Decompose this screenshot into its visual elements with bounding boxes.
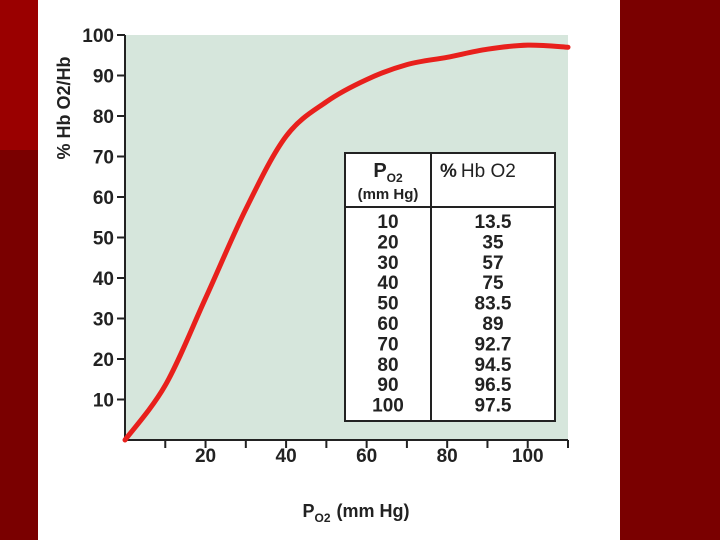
y-tick-label: 90 [93,67,114,88]
table-cell-pct: 97.5 [475,396,512,417]
background-right [620,0,720,540]
table-cell-po2: 90 [377,375,398,396]
y-tick-label: 10 [93,391,114,412]
data-table: PO2 (mm Hg) % Hb O2 10 13.5 20 35 30 57 40 75 50 8… [344,152,556,422]
table-cell-pct: 13.5 [475,212,512,233]
table-header-unit: (mm Hg) [358,186,419,203]
x-tick-label: 60 [356,446,377,467]
table-cell-po2: 20 [377,232,398,253]
table-cell-po2: 10 [377,212,398,233]
y-tick-label: 70 [93,148,114,169]
table-header-pct: % Hb O2 [440,161,516,182]
table-cell-po2: 30 [377,253,398,274]
x-tick-label: 80 [437,446,458,467]
table-cell-po2: 80 [377,355,398,376]
saturation-curve [122,42,571,443]
x-tick-label: 40 [276,446,297,467]
table-cell-pct: 83.5 [475,294,512,315]
data-table-rows: 10 13.5 20 35 30 57 40 75 50 83.5 60 89 70 92.7 80 94.5… [372,212,512,417]
y-tick-label: 80 [93,107,114,128]
table-cell-po2: 50 [377,294,398,315]
table-header-pct-symbol: % [440,161,457,182]
table-cell-pct: 94.5 [475,355,512,376]
x-axis-title-p: P [302,501,314,521]
y-axis: 10 20 30 40 50 60 70 80 90 100 [82,26,126,440]
table-header-po2-p: P [373,160,386,182]
data-table-box [344,152,556,422]
table-header-po2: PO2 [373,160,403,185]
table-cell-po2: 70 [377,334,398,355]
x-axis-title-unit: (mm Hg) [337,501,410,521]
table-cell-pct: 96.5 [475,375,512,396]
table-cell-pct: 89 [482,314,503,335]
table-cell-pct: 57 [482,253,503,274]
table-header-po2-sub: O2 [387,171,403,185]
y-tick-label: 60 [93,188,114,209]
table-cell-po2: 40 [377,273,398,294]
table-cell-pct: 92.7 [475,334,512,355]
y-tick-label: 30 [93,310,114,331]
table-cell-po2: 60 [377,314,398,335]
y-tick-label: 40 [93,269,114,290]
y-tick-label: 100 [82,26,114,47]
x-axis: 20 40 60 80 100 [125,439,569,467]
y-tick-label: 20 [93,350,114,371]
x-tick-label: 100 [512,446,544,467]
x-axis-title-sub: O2 [315,511,331,525]
background-accent [0,0,38,150]
x-axis-title: PO2 (mm Hg) [302,501,409,525]
y-axis-title: % Hb O2/Hb [54,56,74,159]
background-left [0,150,38,540]
table-cell-po2: 100 [372,396,404,417]
table-header-pct-text: Hb O2 [461,161,516,182]
table-cell-pct: 35 [482,232,504,253]
y-tick-label: 50 [93,229,114,250]
x-tick-label: 20 [195,446,216,467]
table-cell-pct: 75 [482,273,504,294]
